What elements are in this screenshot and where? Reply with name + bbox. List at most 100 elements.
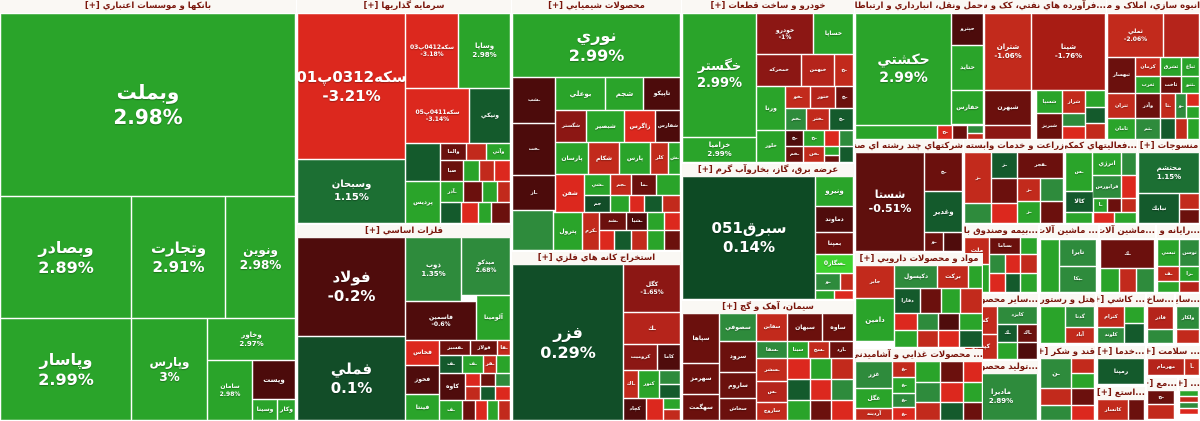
stock-tile-ـز[interactable]: ـز <box>1018 179 1040 201</box>
stock-tile-ـو[interactable]: ـو <box>816 274 840 290</box>
stock-tile[interactable] <box>969 266 982 288</box>
stock-tile-پارسان[interactable]: پارسان <box>556 143 588 174</box>
stock-tile-ـثا[interactable]: ـثا <box>1161 94 1175 118</box>
stock-tile[interactable] <box>816 291 834 299</box>
stock-tile-ثشرق[interactable]: ثشرق <box>1161 58 1181 76</box>
stock-tile-ـشي[interactable]: ـشي <box>585 175 610 195</box>
stock-tile-فاسمين[interactable]: فاسمين -0.6% <box>406 302 476 340</box>
stock-tile[interactable] <box>941 403 963 420</box>
stock-tile-ساوه[interactable]: ساوه <box>823 314 853 341</box>
stock-tile[interactable] <box>466 387 480 400</box>
stock-tile-بساما[interactable]: بساما <box>990 238 1020 254</box>
stock-tile-ـخ[interactable]: ـخ <box>836 87 853 108</box>
stock-tile[interactable] <box>1148 405 1174 419</box>
stock-tile[interactable] <box>1148 330 1173 343</box>
stock-tile-سكه0411پ05[interactable]: سكه0411پ05 -3.14% <box>406 89 469 143</box>
stock-tile-كنور[interactable]: كنور <box>639 371 659 398</box>
sector-header-financial-aux[interactable]: ...فعاليتهاي كمكي به نهاد [+] <box>1065 140 1137 153</box>
stock-tile-دفارا[interactable]: دفارا <box>895 289 920 313</box>
stock-tile-ـرا[interactable]: ـرا <box>1180 267 1199 281</box>
stock-tile-شبهرن[interactable]: شبهرن <box>985 91 1031 125</box>
stock-tile[interactable] <box>990 255 1005 273</box>
stock-tile[interactable] <box>1180 194 1199 209</box>
stock-tile[interactable] <box>942 289 960 313</box>
stock-tile[interactable] <box>406 144 440 181</box>
stock-tile-فخوز[interactable]: فخوز <box>406 366 439 394</box>
stock-tile-ـخم[interactable]: ـخم <box>786 147 803 162</box>
stock-tile-ـصگاز0[interactable]: ـصگاز0 <box>816 255 853 273</box>
stock-tile-ـفر[interactable]: ـفر <box>484 356 496 373</box>
stock-tile-ـغ[interactable]: ـغ <box>893 394 915 407</box>
stock-tile-سخاش[interactable]: سخاش <box>720 399 756 420</box>
stock-tile-پترول[interactable]: پترول <box>554 213 582 250</box>
stock-tile-حكشتي[interactable]: حكشتي 2.99% <box>856 14 951 125</box>
stock-tile-انرژي[interactable]: انرژي <box>1093 153 1121 175</box>
sector-header-computers[interactable]: ...رايانه و فعا [+] <box>1157 225 1200 238</box>
stock-tile-جم[interactable]: جم <box>585 196 610 212</box>
sector-header-automotive[interactable]: خودرو و ساخت قطعات [+] <box>682 0 854 13</box>
stock-tile-وكار[interactable]: وكار <box>278 400 295 420</box>
stock-tile-ونيكي[interactable]: ونيكي <box>470 89 510 143</box>
sector-header-sugar[interactable]: قند و شكر [+] <box>1040 346 1095 359</box>
stock-tile-ـثم[interactable]: ـثم <box>1136 119 1160 139</box>
stock-tile-ـبكا[interactable]: ـبكا <box>1060 267 1096 292</box>
stock-tile[interactable] <box>1122 199 1136 212</box>
stock-tile-كانسار[interactable]: كانسار <box>1098 400 1128 420</box>
stock-tile[interactable] <box>497 356 510 373</box>
sector-header-machinery-1[interactable]: ... ماشين آلات و [+] <box>1040 225 1098 238</box>
stock-tile-كگل[interactable]: كگل -1.65% <box>624 265 680 312</box>
stock-tile[interactable] <box>1041 179 1063 201</box>
stock-tile[interactable] <box>466 374 480 386</box>
stock-tile[interactable] <box>1125 307 1144 323</box>
stock-tile-سيتا[interactable]: سيتا <box>788 342 808 358</box>
stock-tile-خبهمن[interactable]: خبهمن <box>802 55 834 86</box>
stock-tile-ـآ[interactable]: ـآ <box>1185 359 1199 375</box>
stock-tile[interactable] <box>1021 274 1037 292</box>
stock-tile[interactable] <box>944 233 962 251</box>
stock-tile-ساروج[interactable]: ساروج <box>757 403 787 420</box>
stock-tile-ـش[interactable]: ـش <box>669 143 680 174</box>
stock-tile[interactable] <box>513 211 553 250</box>
stock-tile[interactable] <box>832 359 853 379</box>
stock-tile[interactable] <box>960 331 982 347</box>
sector-header-misc-1[interactable]: ...مع [+] <box>1147 378 1177 391</box>
stock-tile-ـك[interactable]: ـك <box>1101 240 1154 268</box>
stock-tile-شراز[interactable]: شراز <box>1063 91 1085 113</box>
stock-tile[interactable] <box>1041 240 1059 292</box>
stock-tile[interactable] <box>1021 255 1037 273</box>
stock-tile-تاپيكو[interactable]: تاپيكو <box>644 78 680 110</box>
stock-tile-وبملت[interactable]: وبملت 2.98% <box>1 14 295 196</box>
stock-tile[interactable] <box>1120 269 1136 292</box>
stock-tile-ـآذر[interactable]: ـآذر <box>441 182 463 202</box>
stock-tile[interactable] <box>992 204 1017 223</box>
stock-tile[interactable] <box>1180 397 1198 402</box>
stock-tile[interactable] <box>660 371 680 384</box>
stock-tile-شكام[interactable]: شكام <box>589 143 619 174</box>
stock-tile-ـسخ[interactable]: ـسخ <box>809 342 829 358</box>
stock-tile-ـشيا[interactable]: ـشيا <box>627 213 647 230</box>
stock-tile[interactable] <box>968 126 983 133</box>
stock-tile[interactable] <box>481 374 495 386</box>
stock-tile[interactable] <box>825 147 839 155</box>
stock-tile[interactable] <box>464 161 479 181</box>
stock-tile-ـخت[interactable]: ـخت <box>513 124 555 175</box>
sector-header-metal-ores[interactable]: استخراج كانه هاي فلزي [+] <box>512 252 681 265</box>
stock-tile-ـغ[interactable]: ـغ <box>893 378 915 393</box>
stock-tile[interactable] <box>961 289 982 313</box>
stock-tile[interactable] <box>495 161 510 181</box>
stock-tile[interactable] <box>918 331 938 347</box>
stock-tile[interactable] <box>611 196 629 212</box>
stock-tile-فملي[interactable]: فملي 0.1% <box>298 337 405 420</box>
stock-tile-ـارد[interactable]: ـارد <box>830 342 853 358</box>
sector-header-tiles-ceramics[interactable]: ... كاشي [+] <box>1097 294 1145 307</box>
stock-tile-رمپنا[interactable]: رمپنا <box>1098 359 1144 384</box>
stock-tile[interactable] <box>1041 406 1071 420</box>
stock-tile-توسن[interactable]: توسن <box>1180 240 1199 266</box>
stock-tile-ساروم[interactable]: ساروم <box>720 373 756 398</box>
stock-tile-شبصير[interactable]: شبصير <box>587 111 624 142</box>
stock-tile-ـج[interactable]: ـج <box>1148 391 1174 404</box>
stock-tile-ـكرم[interactable]: ـكرم <box>583 213 599 250</box>
stock-tile-ـو[interactable]: ـو <box>1176 94 1186 118</box>
stock-tile[interactable] <box>895 314 917 330</box>
stock-tile[interactable] <box>1094 213 1114 223</box>
